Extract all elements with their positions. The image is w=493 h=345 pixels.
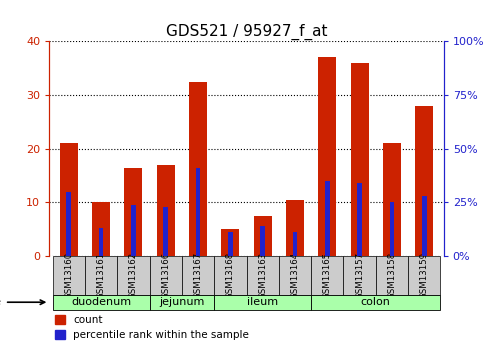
Bar [408,256,440,295]
Bar [149,256,182,295]
Bar [246,256,279,295]
Text: colon: colon [361,297,391,307]
Bar [422,196,427,256]
Bar [389,203,394,256]
Bar [99,228,104,256]
Bar [189,82,207,256]
Bar [311,256,344,295]
Bar [85,256,117,295]
Bar [292,233,297,256]
Text: GSM13168: GSM13168 [226,252,235,299]
Bar [311,295,440,310]
Text: GDS521 / 95927_f_at: GDS521 / 95927_f_at [166,24,327,40]
Text: GSM13165: GSM13165 [323,252,332,299]
Legend: count, percentile rank within the sample: count, percentile rank within the sample [55,315,249,340]
Bar [325,181,330,256]
Bar [260,226,265,256]
Bar [344,256,376,295]
Bar [66,192,71,256]
Bar [53,256,85,295]
Text: GSM13160: GSM13160 [64,252,73,299]
Bar [416,106,433,256]
Text: GSM13158: GSM13158 [387,252,396,299]
Text: GSM13161: GSM13161 [97,252,106,299]
Bar [351,63,369,256]
Bar [182,256,214,295]
Text: duodenum: duodenum [71,297,131,307]
Bar [279,256,311,295]
Bar [376,256,408,295]
Text: GSM13162: GSM13162 [129,252,138,299]
Bar [214,295,311,310]
Bar [357,183,362,256]
Bar [131,205,136,256]
Bar [254,216,272,256]
Bar [383,144,401,256]
Bar [221,229,239,256]
Bar [60,144,77,256]
Bar [124,168,142,256]
Bar [214,256,246,295]
Bar [286,200,304,256]
Text: GSM13164: GSM13164 [290,252,299,299]
Bar [318,58,336,256]
Text: jejunum: jejunum [159,297,205,307]
Bar [196,168,201,256]
Bar [149,295,214,310]
Bar [163,207,168,256]
Bar [157,165,175,256]
Text: GSM13166: GSM13166 [161,252,170,299]
Text: GSM13163: GSM13163 [258,252,267,299]
Bar [228,233,233,256]
Bar [117,256,149,295]
Text: GSM13167: GSM13167 [194,252,203,299]
Text: ileum: ileum [247,297,278,307]
Bar [53,295,149,310]
Bar [92,203,110,256]
Text: GSM13159: GSM13159 [420,252,429,299]
Text: GSM13157: GSM13157 [355,252,364,299]
Text: tissue: tissue [0,297,45,307]
